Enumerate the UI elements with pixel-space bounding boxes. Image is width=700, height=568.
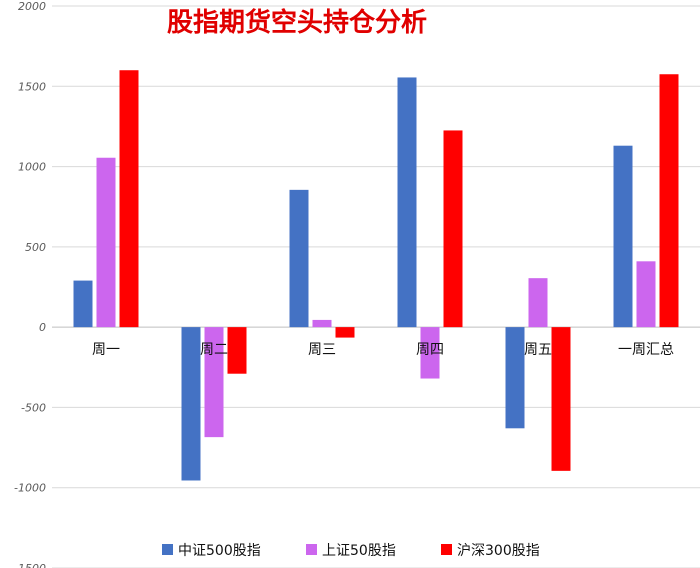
- category-label: 一周汇总: [618, 342, 674, 358]
- bar-2-2: [204, 327, 224, 438]
- y-tick-label: -1000: [14, 482, 46, 495]
- legend-swatch: [306, 544, 317, 555]
- bar-2-3: [312, 319, 332, 328]
- y-tick-label: 1500: [18, 80, 46, 93]
- bar-1-3: [289, 189, 309, 328]
- bar-1-2: [181, 327, 201, 481]
- bar-1-6: [613, 145, 633, 328]
- x-axis-category-labels: 周一 周二 周三 周四 周五 一周汇总: [92, 342, 674, 358]
- category-label: 周三: [308, 342, 336, 358]
- y-tick-label: -1500: [14, 562, 46, 568]
- bar-1-5: [505, 327, 525, 429]
- gridlines: [52, 5, 700, 568]
- legend-item-2: 上证50股指: [306, 543, 396, 559]
- legend-item-1: 中证500股指: [162, 543, 261, 559]
- y-tick-label: 2000: [18, 0, 46, 13]
- category-label: 周五: [524, 342, 552, 358]
- legend-swatch: [162, 544, 173, 555]
- bars: [73, 70, 679, 481]
- legend-label: 上证50股指: [322, 543, 396, 559]
- legend: 中证500股指 上证50股指 沪深300股指: [162, 543, 540, 559]
- bar-3-1: [119, 70, 139, 328]
- y-axis-tick-labels: 2000 1500 1000 500 0 -500 -1000 -1500: [14, 0, 46, 568]
- bar-3-6: [659, 74, 679, 328]
- legend-swatch: [441, 544, 452, 555]
- bar-3-2: [227, 327, 247, 374]
- bar-1-1: [73, 280, 93, 328]
- legend-item-3: 沪深300股指: [441, 543, 540, 559]
- bar-3-4: [443, 130, 463, 328]
- bar-2-1: [96, 157, 116, 328]
- y-tick-label: -500: [21, 401, 46, 414]
- legend-label: 中证500股指: [178, 543, 261, 559]
- category-label: 周一: [92, 342, 120, 358]
- bar-3-5: [551, 327, 571, 471]
- y-tick-label: 1000: [18, 161, 46, 174]
- bar-2-4: [420, 327, 440, 379]
- bar-2-5: [528, 278, 548, 328]
- bar-3-3: [335, 327, 355, 338]
- chart-title: 股指期货空头持仓分析: [167, 7, 427, 38]
- category-label: 周二: [200, 342, 228, 358]
- bar-1-4: [397, 77, 417, 328]
- y-tick-label: 500: [25, 241, 46, 254]
- category-label: 周四: [416, 342, 444, 358]
- bar-2-6: [636, 261, 656, 328]
- y-tick-label: 0: [39, 321, 46, 334]
- legend-label: 沪深300股指: [457, 543, 540, 559]
